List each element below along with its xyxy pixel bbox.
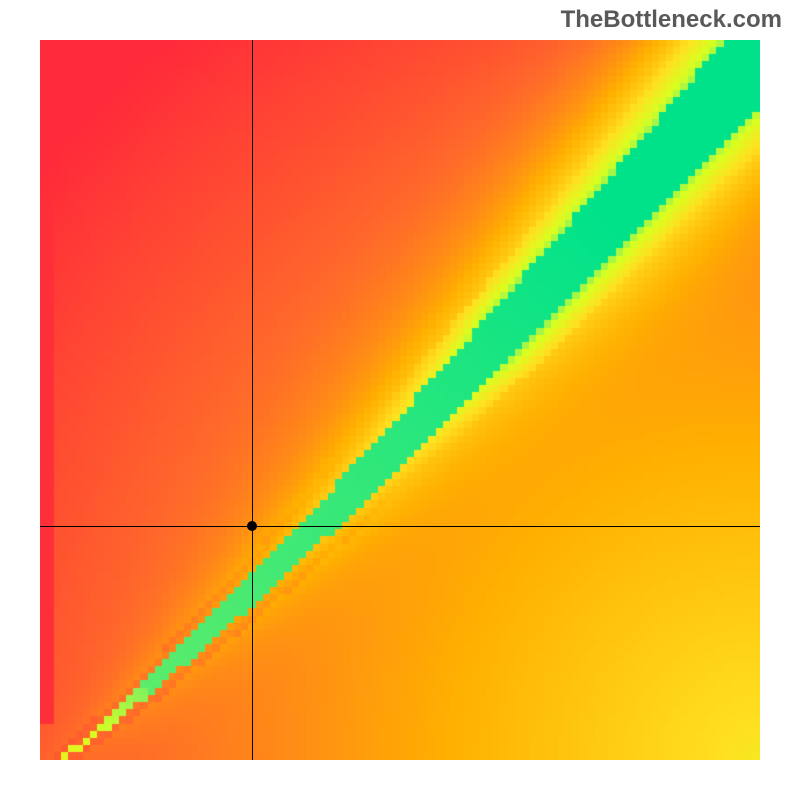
watermark-text: TheBottleneck.com [561, 6, 782, 34]
crosshair-horizontal [40, 526, 760, 527]
heatmap-plot [40, 40, 760, 760]
heatmap-canvas [40, 40, 760, 760]
crosshair-vertical [252, 40, 253, 760]
crosshair-marker [247, 521, 257, 531]
